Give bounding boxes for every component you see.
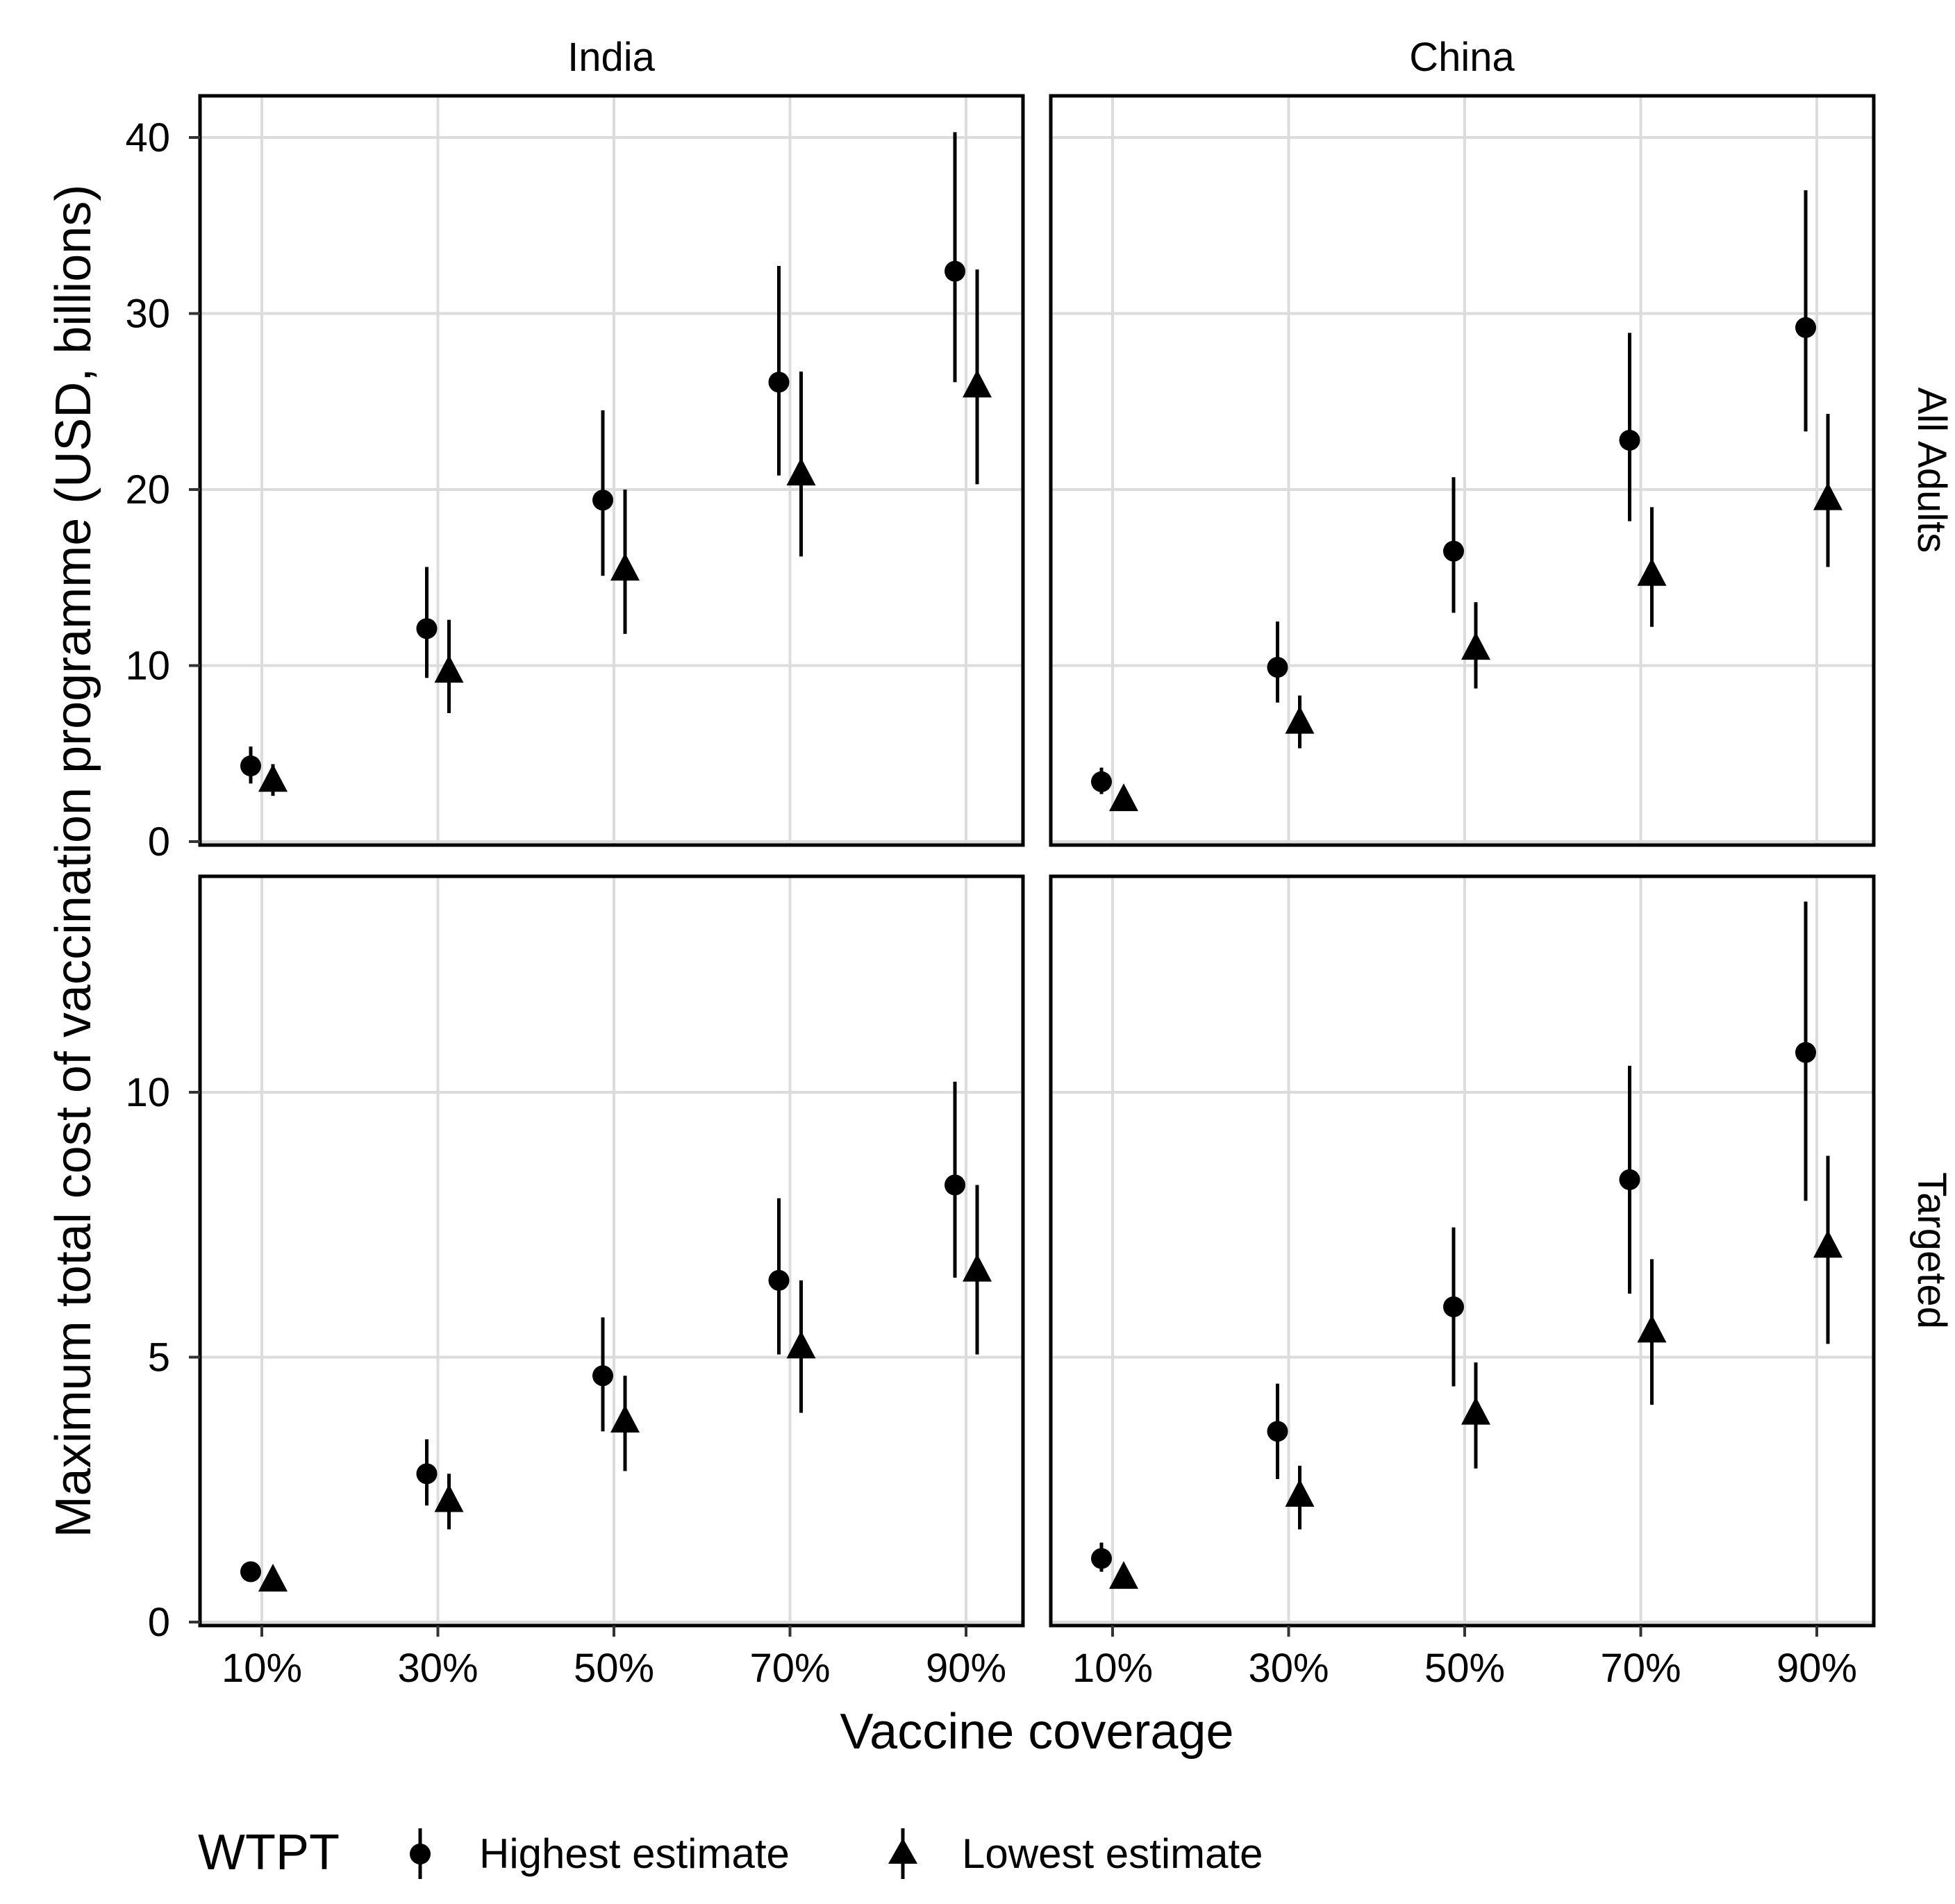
point-highest-estimate <box>1091 771 1112 792</box>
point-highest-estimate <box>945 260 965 282</box>
point-highest-estimate <box>592 1365 613 1387</box>
point-highest-estimate <box>416 1463 438 1485</box>
point-highest-estimate <box>768 371 790 393</box>
point-lowest-estimate <box>786 1330 816 1359</box>
y-tick-label: 0 <box>148 819 170 865</box>
point-lowest-estimate <box>258 1563 288 1592</box>
point-lowest-estimate <box>610 1405 640 1433</box>
point-highest-estimate <box>240 1561 261 1583</box>
point-lowest-estimate <box>1813 482 1842 510</box>
point-lowest-estimate <box>610 553 640 581</box>
panel-border-china-targeted <box>1049 874 1876 1628</box>
panel-border-china-all-adults <box>1049 94 1876 847</box>
point-lowest-estimate <box>963 369 992 398</box>
y-tick-label: 10 <box>125 1070 170 1115</box>
point-highest-estimate <box>1619 1169 1640 1190</box>
legend: WTPT Highest estimate Lowest estimate <box>198 1825 1263 1880</box>
point-lowest-estimate <box>1637 558 1667 586</box>
legend-key-lowest-estimate <box>888 1828 917 1879</box>
x-tick-label: 90% <box>1777 1646 1857 1691</box>
point-highest-estimate <box>1267 657 1288 678</box>
point-highest-estimate <box>416 618 438 640</box>
x-axis-title: Vaccine coverage <box>840 1704 1234 1760</box>
x-tick-label: 50% <box>1424 1646 1505 1691</box>
point-highest-estimate <box>1091 1548 1112 1569</box>
point-lowest-estimate <box>1109 783 1138 812</box>
point-lowest-estimate <box>786 458 816 486</box>
point-highest-estimate <box>1443 1296 1464 1318</box>
facet-label-all-adults: All Adults <box>1909 387 1954 553</box>
x-tick-label: 30% <box>1248 1646 1329 1691</box>
point-lowest-estimate <box>1109 1561 1138 1589</box>
point-lowest-estimate <box>1285 1478 1315 1507</box>
legend-label-highest-estimate: Highest estimate <box>479 1830 790 1877</box>
point-highest-estimate <box>1795 317 1816 338</box>
point-highest-estimate <box>1619 430 1640 451</box>
point-highest-estimate <box>1795 1042 1816 1063</box>
point-highest-estimate <box>768 1269 790 1291</box>
x-tick-label: 30% <box>397 1646 478 1691</box>
point-lowest-estimate <box>434 1484 464 1512</box>
y-tick-label: 5 <box>148 1335 170 1380</box>
x-tick-label: 90% <box>926 1646 1006 1691</box>
point-lowest-estimate <box>1813 1230 1842 1258</box>
y-tick-label: 20 <box>125 467 170 512</box>
point-lowest-estimate <box>1285 705 1315 734</box>
panel-border-india-all-adults <box>198 94 1025 847</box>
legend-title: WTPT <box>198 1825 340 1880</box>
y-tick-label: 0 <box>148 1600 170 1645</box>
legend-label-lowest-estimate: Lowest estimate <box>962 1830 1263 1877</box>
y-tick-label: 40 <box>125 115 170 160</box>
y-tick-label: 30 <box>125 292 170 337</box>
legend-key-highest-estimate <box>410 1828 431 1879</box>
point-lowest-estimate <box>434 655 464 683</box>
point-highest-estimate <box>1267 1421 1288 1442</box>
point-lowest-estimate <box>963 1253 992 1282</box>
x-tick-label: 10% <box>222 1646 302 1691</box>
point-lowest-estimate <box>1637 1314 1667 1343</box>
point-highest-estimate <box>945 1174 965 1196</box>
point-lowest-estimate <box>1461 1396 1490 1425</box>
facet-label-china: China <box>1409 35 1515 80</box>
x-tick-label: 50% <box>574 1646 654 1691</box>
y-tick-label: 10 <box>125 644 170 689</box>
x-tick-label: 10% <box>1072 1646 1153 1691</box>
point-highest-estimate <box>240 755 261 776</box>
x-tick-label: 70% <box>1600 1646 1681 1691</box>
facet-label-india: India <box>567 35 656 80</box>
panel-border-india-targeted <box>198 874 1025 1628</box>
facet-label-targeted: Targeted <box>1909 1172 1954 1329</box>
point-highest-estimate <box>592 490 613 511</box>
y-axis-title: Maximum total cost of vaccination progra… <box>46 185 101 1538</box>
point-lowest-estimate <box>1461 632 1490 660</box>
x-tick-label: 70% <box>749 1646 830 1691</box>
point-lowest-estimate <box>258 764 288 792</box>
point-highest-estimate <box>1443 540 1464 562</box>
